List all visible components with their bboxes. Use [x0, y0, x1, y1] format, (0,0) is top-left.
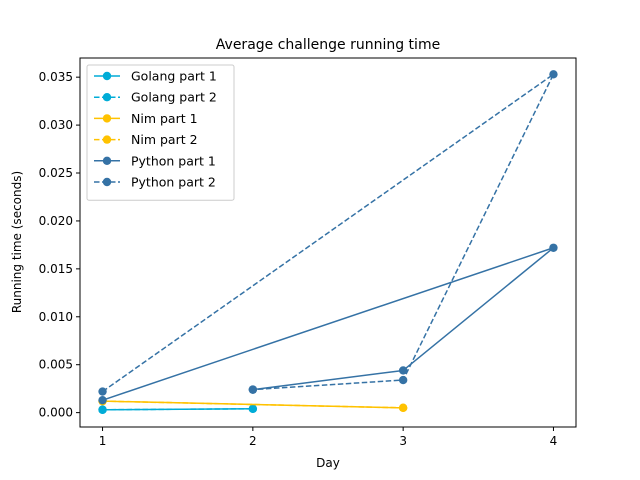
- legend-label: Python part 2: [131, 175, 216, 190]
- x-axis-label: Day: [316, 456, 340, 470]
- y-tick-label: 0.020: [39, 214, 73, 228]
- legend-box: [86, 64, 235, 201]
- legend-item: Python part 1: [94, 153, 216, 168]
- y-axis-label: Running time (seconds): [10, 171, 24, 313]
- data-point: [98, 387, 107, 396]
- legend-item: Python part 2: [94, 175, 216, 190]
- series-line: [102, 400, 404, 409]
- legend-item: Nim part 2: [94, 132, 198, 147]
- legend-marker: [102, 114, 112, 123]
- legend-item: Nim part 1: [94, 111, 198, 126]
- y-tick-label: 0.015: [39, 262, 73, 276]
- legend-item: Golang part 1: [94, 69, 217, 84]
- legend-marker: [102, 71, 112, 81]
- y-tick-label: 0.030: [39, 118, 73, 132]
- legend-marker: [102, 156, 112, 165]
- y-tick-label: 0.035: [39, 70, 73, 84]
- series-layer: [98, 70, 558, 414]
- x-tick-label: 4: [550, 434, 558, 448]
- x-tick-label: 3: [399, 434, 407, 448]
- series-line: [102, 73, 555, 393]
- y-tick-label: 0.025: [39, 166, 73, 180]
- legend-item: Golang part 2: [94, 90, 217, 105]
- legend-marker: [102, 135, 112, 144]
- x-tick-label: 1: [99, 434, 107, 448]
- legend-label: Nim part 2: [131, 132, 198, 147]
- y-tick-label: 0.000: [39, 406, 73, 420]
- legend-label: Nim part 1: [131, 111, 198, 126]
- chart-title: Average challenge running time: [216, 37, 440, 53]
- data-point: [248, 385, 258, 394]
- legend-label: Golang part 2: [131, 90, 217, 105]
- y-axis-ticks: 0.000 0.005 0.010 0.015 0.020 0.025 0.030 0.035: [39, 70, 80, 420]
- data-point: [398, 366, 408, 375]
- x-axis-ticks: 1 2 3 4: [99, 427, 558, 448]
- legend-label: Golang part 1: [131, 69, 217, 84]
- data-point: [549, 70, 558, 79]
- data-point: [398, 403, 408, 413]
- legend-label: Python part 1: [131, 153, 216, 168]
- data-point: [248, 404, 258, 413]
- plot-frame: [79, 57, 577, 428]
- legend-marker: [102, 177, 112, 187]
- legend: Golang part 1 Golang part 2 Nim part 1 Nim …: [86, 64, 235, 201]
- y-tick-label: 0.010: [39, 310, 73, 324]
- data-point: [398, 375, 408, 385]
- y-tick-label: 0.005: [39, 358, 73, 372]
- x-tick-label: 2: [249, 434, 257, 448]
- series-line: [102, 408, 253, 411]
- legend-marker: [102, 93, 112, 102]
- data-point: [98, 395, 107, 405]
- series-golang-part-2: [98, 404, 258, 414]
- series-python-part-2: [98, 70, 558, 396]
- data-point: [98, 405, 107, 414]
- data-point: [549, 243, 558, 252]
- series-line: [102, 247, 555, 401]
